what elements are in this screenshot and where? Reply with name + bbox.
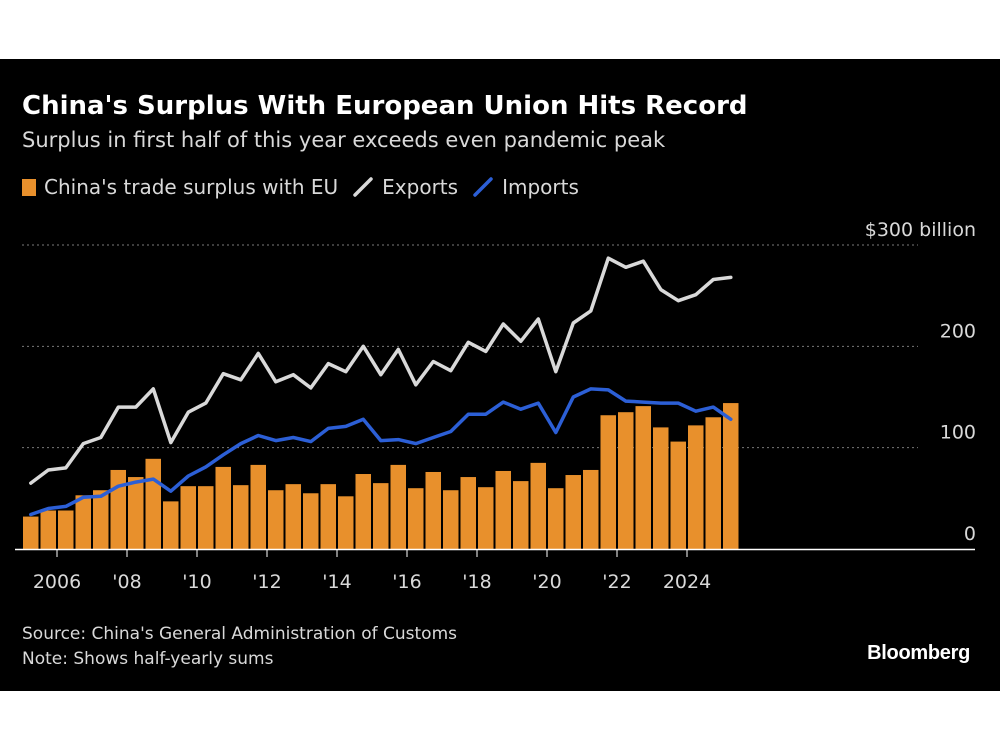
imports-line	[29, 387, 733, 517]
bar	[40, 510, 56, 549]
bar	[618, 412, 634, 549]
legend-label-surplus: China's trade surplus with EU	[44, 175, 339, 199]
bar	[233, 485, 249, 549]
bar	[653, 427, 669, 549]
bar	[373, 483, 389, 549]
x-tick-label: 2006	[33, 571, 81, 593]
bar	[600, 415, 616, 549]
y-tick-label: $300 billion	[865, 219, 976, 241]
x-tick-label: '08	[112, 571, 141, 593]
bar	[565, 475, 581, 549]
bar	[128, 477, 144, 549]
legend-item-exports: Exports	[352, 175, 458, 199]
bar	[75, 495, 91, 549]
bloomberg-logo: Bloomberg	[867, 642, 970, 664]
bar	[670, 441, 686, 549]
bar	[688, 425, 704, 549]
chart-title: China's Surplus With European Union Hits…	[22, 91, 748, 121]
bar	[390, 464, 406, 549]
x-tick-label: '20	[532, 571, 561, 593]
bar	[635, 406, 651, 549]
legend-label-imports: Imports	[502, 175, 579, 199]
y-tick-label: 100	[940, 422, 976, 444]
chart-area: 0 100 200 $300 billion 2006 '08 '10 '12 '14 '16 '1…	[15, 219, 976, 593]
exports-line	[29, 256, 733, 485]
legend-item-imports: Imports	[472, 175, 579, 199]
bar	[198, 486, 214, 549]
bar	[110, 469, 126, 549]
bar	[513, 481, 529, 549]
legend-swatch-exports	[353, 177, 373, 197]
x-tick-label: '16	[392, 571, 421, 593]
x-tick-label: '12	[252, 571, 281, 593]
bar	[478, 487, 494, 549]
legend-label-exports: Exports	[382, 175, 459, 199]
bar	[460, 477, 476, 549]
bar	[268, 490, 284, 549]
bar	[163, 501, 179, 549]
x-tick-label: 2024	[663, 571, 711, 593]
bar	[145, 458, 161, 549]
chart-panel: China's Surplus With European Union Hits…	[0, 59, 1000, 691]
bar	[443, 490, 459, 549]
y-tick-label: 0	[964, 523, 976, 545]
chart-subtitle: Surplus in first half of this year excee…	[22, 128, 666, 152]
bar	[180, 486, 196, 549]
legend-swatch-imports	[473, 177, 493, 197]
bar	[320, 484, 336, 549]
bar	[215, 466, 231, 549]
note-text: Note: Shows half-yearly sums	[22, 649, 274, 669]
bar	[583, 469, 599, 549]
bar	[93, 490, 109, 549]
bar	[723, 403, 739, 549]
bar	[495, 470, 511, 549]
bar	[705, 417, 721, 549]
bar	[23, 516, 39, 549]
bar	[250, 464, 266, 549]
bar	[530, 462, 546, 549]
x-tick-label: '22	[602, 571, 631, 593]
bar	[548, 488, 564, 549]
x-tick-label: '18	[462, 571, 491, 593]
y-tick-label: 200	[940, 320, 976, 342]
bar	[285, 484, 301, 549]
bar	[338, 496, 354, 549]
bar	[355, 474, 371, 549]
source-text: Source: China's General Administration o…	[22, 624, 457, 644]
bar	[58, 510, 74, 549]
x-tick-label: '14	[322, 571, 351, 593]
bar	[425, 471, 441, 549]
bar	[303, 493, 319, 549]
legend-swatch-surplus	[22, 178, 36, 196]
x-tick-label: '10	[182, 571, 211, 593]
legend-item-surplus: China's trade surplus with EU	[22, 175, 338, 199]
legend: China's trade surplus with EU Exports Im…	[22, 174, 593, 200]
source-notes: Source: China's General Administration o…	[22, 622, 457, 672]
bar	[408, 488, 424, 549]
